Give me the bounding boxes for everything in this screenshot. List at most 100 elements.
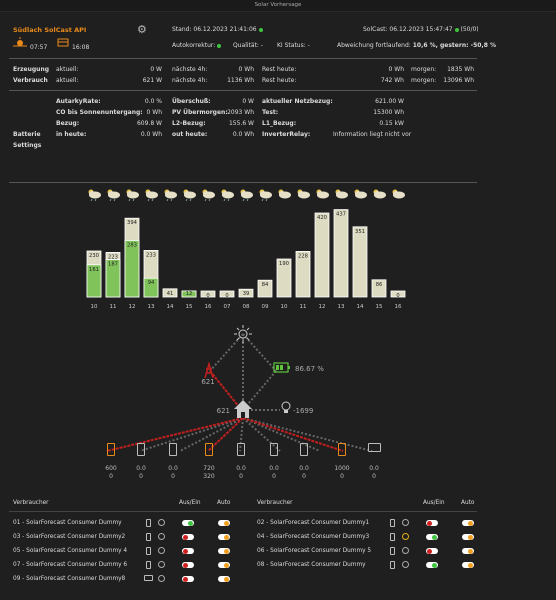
label: InverterRelay: [262, 131, 311, 138]
device-power: 0.0 [369, 465, 379, 472]
sunrise-time: 07:57 [30, 44, 48, 51]
label: Rest heute: [262, 66, 297, 73]
auto-toggle[interactable] [218, 534, 230, 540]
bar-group: 190 [276, 258, 292, 298]
bar-pv [295, 251, 311, 298]
col-auto: Auto [217, 500, 231, 506]
value: 0 W [150, 66, 162, 73]
auto-toggle[interactable] [218, 520, 230, 526]
divider [9, 511, 477, 512]
value: 0 Wh [238, 66, 254, 73]
settings-gear-icon[interactable]: ⚙ [137, 23, 147, 36]
verbrauch-label: Verbrauch [13, 77, 48, 84]
auto-toggle[interactable] [218, 576, 230, 582]
device-icon[interactable] [300, 443, 308, 456]
toggle-knob [432, 534, 437, 540]
cloud-icon [202, 189, 215, 202]
device-energy: 0 [139, 473, 143, 480]
clock-icon[interactable] [402, 547, 409, 554]
clock-icon[interactable] [158, 561, 165, 568]
clock-icon[interactable] [402, 519, 409, 526]
on-off-toggle[interactable] [426, 534, 438, 540]
cloud-icon [164, 189, 177, 202]
active-flow-lines [106, 370, 344, 452]
on-off-toggle[interactable] [182, 534, 194, 540]
bar-label: 84 [262, 282, 269, 288]
consumer-name: 08 - SolarForecast Consumer Dummy [257, 562, 366, 568]
clock-icon[interactable] [402, 533, 409, 540]
toggle-knob [224, 576, 229, 582]
hour-label: 11 [110, 304, 117, 310]
on-off-toggle[interactable] [182, 576, 194, 582]
device-icon[interactable] [107, 443, 115, 456]
value: 15300 Wh [373, 109, 404, 116]
bar-group: 437 [333, 209, 349, 298]
auto-toggle[interactable] [462, 562, 474, 568]
on-off-toggle[interactable] [426, 520, 438, 526]
hour-label: 12 [319, 304, 326, 310]
device-icon[interactable] [169, 443, 177, 456]
bar-label: 41 [167, 291, 174, 297]
grid-pylon-icon [204, 361, 214, 379]
bar-pv [371, 279, 387, 298]
bar-pv [162, 288, 178, 298]
device-icon[interactable] [205, 443, 213, 456]
qualitaet: Qualität: - [233, 42, 264, 49]
device-energy: 0 [171, 473, 175, 480]
device-icon [390, 519, 395, 527]
col-aus-ein: Aus/Ein [423, 500, 445, 506]
device-icon[interactable] [137, 443, 145, 456]
bar-pv [219, 290, 235, 298]
clock-icon[interactable] [158, 533, 165, 540]
auto-toggle[interactable] [462, 548, 474, 554]
label: nächste 4h: [172, 66, 208, 73]
on-off-toggle[interactable] [182, 562, 194, 568]
bar-label: 230 [89, 253, 99, 259]
consumer-name: 07 - SolarForecast Consumer Dummy 6 [13, 562, 128, 568]
settings-link[interactable]: Settings [13, 142, 42, 149]
value: 742 Wh [380, 77, 404, 84]
clock-icon[interactable] [158, 519, 165, 526]
device-power: 0.0 [136, 465, 146, 472]
cloud-icon [297, 189, 310, 199]
on-off-toggle[interactable] [426, 548, 438, 554]
clock-icon[interactable] [158, 547, 165, 554]
cloud-icon [145, 189, 158, 202]
on-off-toggle[interactable] [426, 562, 438, 568]
value: 621.00 W [375, 98, 404, 105]
auto-toggle[interactable] [462, 520, 474, 526]
consumer-name: 02 - SolarForecast Consumer Dummy1 [257, 520, 370, 526]
toggle-knob [183, 576, 188, 582]
clock-icon[interactable] [402, 561, 409, 568]
auto-toggle[interactable] [218, 562, 230, 568]
sunset-time: 16:08 [72, 44, 90, 51]
device-icon[interactable] [237, 443, 245, 456]
auto-toggle[interactable] [462, 534, 474, 540]
solcast-timestamp: SolCast: 06.12.2023 15:47:47 (50/0) [363, 26, 479, 33]
device-icon[interactable] [270, 443, 278, 456]
ki-status: KI Status: - [277, 42, 310, 49]
device-power: 0.0 [269, 465, 279, 472]
bar-consumption [181, 290, 197, 298]
bar-consumption [143, 277, 159, 298]
toggle-knob [224, 520, 229, 526]
value: Information liegt nicht vor [333, 131, 412, 138]
label: Test: [262, 109, 279, 116]
bar-group: 228 [295, 251, 311, 298]
on-off-toggle[interactable] [182, 520, 194, 526]
cloud-icon [88, 189, 101, 202]
device-icon[interactable] [338, 443, 346, 456]
auto-toggle[interactable] [218, 548, 230, 554]
col-verbraucher: Verbraucher [13, 500, 49, 506]
bar-inner-label: 283 [127, 242, 137, 248]
grid-value: 621 [201, 378, 214, 386]
divider [9, 182, 477, 183]
status-dot-icon [258, 27, 263, 32]
bar-group: 230 161 [86, 250, 102, 298]
cloud-icon [240, 189, 253, 202]
monitor-icon[interactable] [368, 443, 381, 452]
app-link[interactable]: Südlach SolCast API [13, 26, 87, 34]
clock-icon[interactable] [158, 575, 165, 582]
sunrise-icon [13, 37, 27, 47]
on-off-toggle[interactable] [182, 548, 194, 554]
